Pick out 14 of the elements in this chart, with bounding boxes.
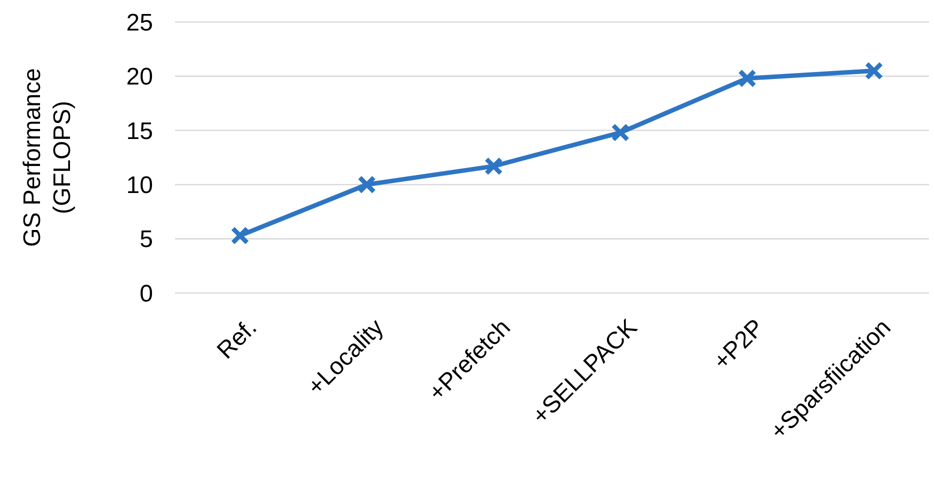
y-tick-label: 5 (140, 226, 153, 254)
point (738, 69, 756, 88)
y-tick-label: 25 (126, 9, 153, 36)
point (358, 175, 376, 194)
y-tick-label: 15 (126, 118, 153, 145)
y-tick-label: 0 (140, 280, 153, 308)
x-tick-label: Ref. (212, 314, 262, 364)
point (230, 226, 250, 245)
point (484, 156, 503, 176)
y-tick-label: 10 (126, 172, 153, 199)
point (864, 62, 884, 80)
y-tick-label: 20 (126, 64, 153, 91)
point (611, 123, 630, 142)
y-axis-title: GS Performance (GFLOPS) (19, 68, 76, 247)
